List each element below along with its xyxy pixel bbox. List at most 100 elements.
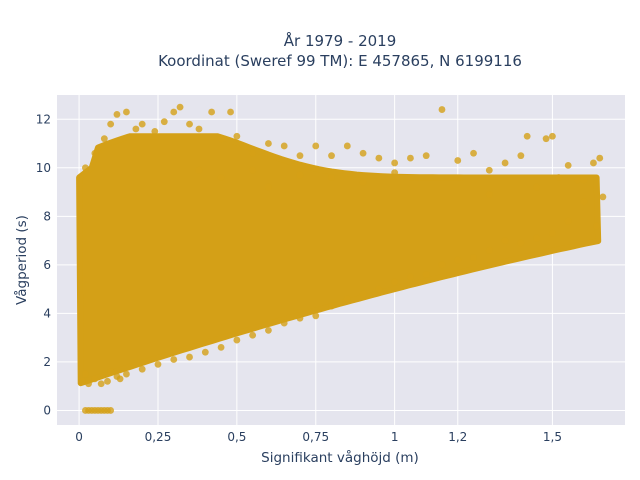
data-point [407,154,414,162]
data-point [91,149,99,157]
data-point [195,125,203,133]
data-point [438,261,446,269]
data-point [227,108,234,116]
data-point [564,217,572,225]
x-tick-label: 0 [75,430,83,444]
data-point [170,356,178,363]
y-tick-label: 12 [36,112,51,126]
data-point [100,135,108,143]
data-point [391,278,399,286]
data-point [217,343,225,351]
data-point [312,312,320,320]
x-tick-label: 1 [391,430,399,444]
data-point [107,368,115,376]
data-point [123,108,130,116]
data-point [85,380,92,388]
data-point [470,149,477,157]
data-point [359,149,367,157]
data-point [501,237,509,244]
data-point [91,375,99,383]
tick-labels: 0 0,25 0,5 0,75 1 1,2 1,5 0 2 4 6 8 10 12 [36,112,562,444]
data-point [580,176,588,184]
data-point [391,159,399,167]
data-point [533,234,541,242]
data-point [438,106,446,113]
data-point [82,370,89,378]
point-cloud [76,133,602,387]
chart-title-line-2: Koordinat (Sweref 99 TM): E 457865, N 61… [158,52,522,70]
data-point [107,120,115,128]
data-point [154,360,162,368]
data-point [343,295,351,303]
data-point [217,174,225,181]
data-point [328,302,335,310]
data-point [574,176,582,184]
data-point [501,159,509,167]
x-axis-label: Signifikant våghöjd (m) [261,449,419,466]
chart-title-line-1: År 1979 - 2019 [284,31,397,50]
data-point [78,377,86,385]
data-point [485,166,493,174]
data-point [132,125,140,133]
data-point [328,174,335,181]
x-tick-label: 1,2 [448,430,467,444]
data-point [454,256,462,264]
data-point [564,161,572,169]
data-point [422,152,430,160]
x-tick-label: 1,5 [543,430,562,444]
data-point [296,152,304,160]
data-point [233,132,241,140]
data-point [113,111,121,118]
data-point [359,290,367,298]
data-point [233,336,241,344]
data-point [328,152,335,160]
data-point [454,157,462,164]
data-point [549,132,556,140]
data-point [138,120,146,128]
data-point [123,370,130,378]
data-point [407,273,414,281]
data-point [170,108,178,116]
data-point [593,222,600,230]
data-point [107,407,115,414]
data-point [82,164,89,172]
data-point [359,178,367,186]
y-tick-label: 6 [43,258,51,272]
data-point [375,285,383,293]
data-point [217,135,225,143]
data-point [343,142,351,150]
data-point [116,375,124,383]
data-point [186,353,193,361]
data-points [76,103,607,414]
x-tick-label: 0,25 [145,430,172,444]
data-point [265,183,272,191]
data-point [485,246,493,254]
data-point [138,365,146,373]
data-point [265,140,272,147]
data-point [599,193,607,201]
y-tick-label: 10 [36,161,51,175]
data-point [555,174,563,181]
data-point [580,198,588,206]
data-point [470,254,477,261]
data-point [280,142,288,150]
data-point [265,326,272,334]
data-point [533,183,541,191]
data-point [249,149,257,157]
data-point [517,239,525,247]
data-point [296,171,304,179]
data-point [97,380,105,388]
data-point [422,271,430,278]
data-point [517,152,525,160]
data-point [249,166,257,174]
data-point [542,135,550,143]
y-tick-label: 8 [43,209,51,223]
y-tick-label: 4 [43,306,51,320]
x-tick-label: 0,75 [302,430,329,444]
data-point [485,191,493,198]
x-tick-label: 0,5 [227,430,246,444]
data-point [151,127,159,135]
data-point [208,108,216,116]
data-point [523,132,531,140]
